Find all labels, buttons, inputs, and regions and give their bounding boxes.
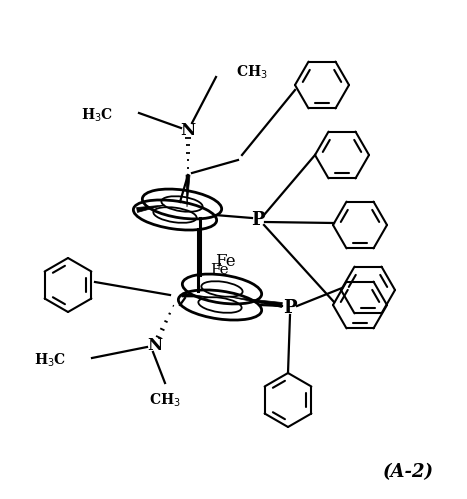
Polygon shape: [136, 205, 165, 213]
Text: N: N: [180, 121, 196, 139]
Text: Fe: Fe: [210, 263, 229, 277]
Text: P: P: [251, 211, 265, 229]
Polygon shape: [186, 175, 190, 207]
Text: CH$_3$: CH$_3$: [149, 392, 181, 409]
Text: P: P: [283, 299, 297, 317]
Text: N: N: [148, 336, 163, 353]
Polygon shape: [182, 293, 208, 297]
Text: Fe: Fe: [215, 252, 236, 269]
Text: (A-2): (A-2): [382, 463, 433, 481]
Polygon shape: [230, 297, 283, 307]
Text: CH$_3$: CH$_3$: [236, 63, 268, 81]
Text: H$_3$C: H$_3$C: [34, 351, 66, 369]
Text: H$_3$C: H$_3$C: [81, 106, 113, 124]
